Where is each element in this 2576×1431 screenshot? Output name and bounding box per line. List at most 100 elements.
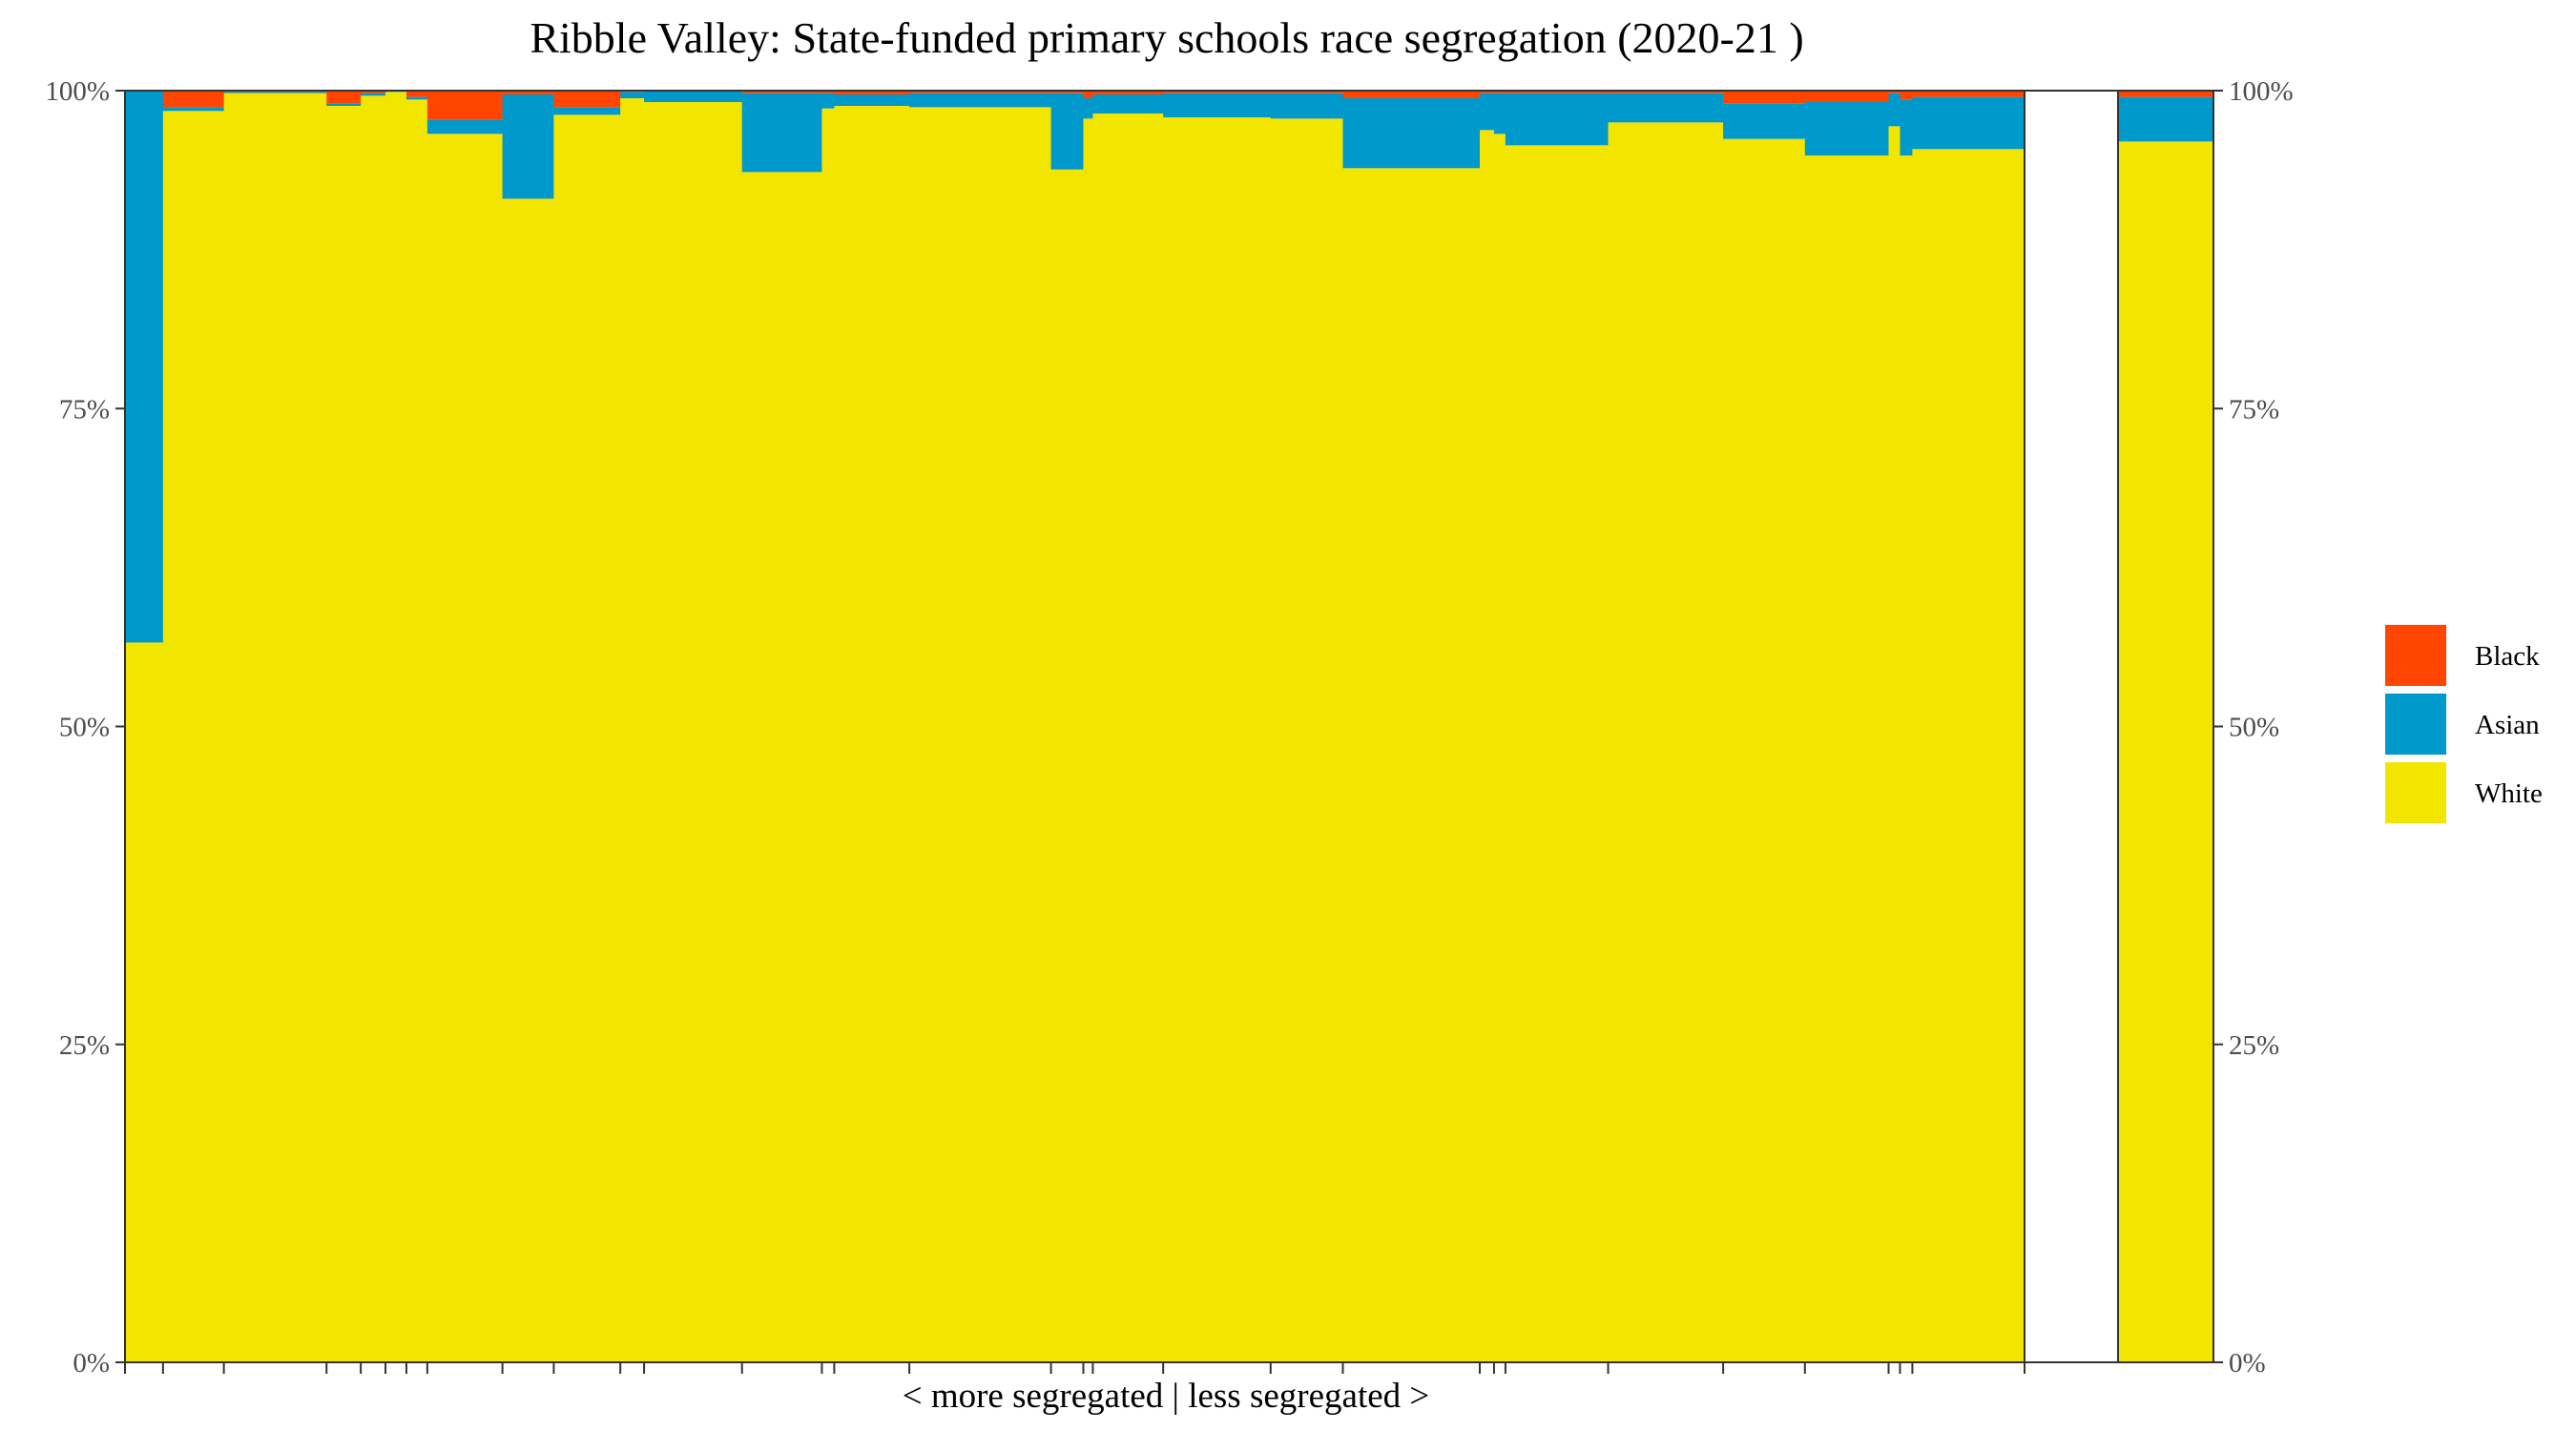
bar-white-school-10	[553, 114, 621, 1363]
bar-white-school-8	[426, 134, 504, 1362]
y-tick-label-left-100: 100%	[45, 76, 110, 107]
legend-swatch-white	[2385, 762, 2446, 823]
bar-white-school-9	[502, 198, 555, 1362]
bar-black-school-30	[1900, 91, 1914, 100]
y-tick-label-right-75: 75%	[2229, 394, 2279, 425]
bar-white-school-11	[620, 98, 645, 1362]
legend-label-black: Black	[2475, 641, 2540, 672]
bar-black-school-16	[909, 91, 1052, 93]
bar-white-school-22	[1342, 168, 1481, 1362]
bar-white-school-2	[162, 111, 225, 1363]
bar-asian-school-4	[326, 103, 362, 106]
bar-white-school-23	[1480, 130, 1495, 1362]
bar-black-school-27	[1723, 91, 1806, 104]
legend: Black Asian White	[2385, 625, 2543, 823]
y-tick-label-right-100: 100%	[2229, 76, 2294, 107]
legend-label-white: White	[2475, 778, 2543, 809]
bar-asian-school-20	[1163, 93, 1272, 117]
y-tick-label-left-50: 50%	[59, 713, 110, 743]
total-bar-asian	[2118, 96, 2213, 142]
bar-asian-school-30	[1900, 99, 1914, 156]
bar-white-school-7	[405, 99, 428, 1363]
bar-white-school-16	[909, 107, 1052, 1363]
bar-white-school-12	[644, 102, 743, 1362]
bar-asian-school-11	[620, 92, 645, 98]
bar-black-school-25	[1505, 91, 1610, 93]
bar-asian-school-9	[502, 94, 555, 199]
bar-asian-school-24	[1493, 93, 1506, 135]
bar-black-school-21	[1270, 91, 1344, 93]
bar-black-school-28	[1804, 91, 1890, 102]
legend-swatch-black	[2385, 625, 2446, 686]
bar-asian-school-26	[1608, 93, 1724, 123]
bar-white-school-28	[1804, 155, 1890, 1363]
bar-black-school-26	[1608, 91, 1724, 93]
bar-asian-school-10	[553, 107, 621, 115]
chart-title: Ribble Valley: State-funded primary scho…	[530, 13, 1803, 62]
total-bar-white	[2118, 141, 2213, 1362]
legend-swatch-asian	[2385, 694, 2446, 755]
bar-black-school-2	[162, 91, 225, 108]
bar-asian-school-22	[1342, 98, 1481, 169]
bar-black-school-4	[326, 91, 362, 104]
bar-asian-school-15	[834, 94, 910, 106]
bar-black-school-10	[553, 91, 621, 108]
bar-black-school-13	[741, 91, 823, 93]
bar-asian-school-16	[909, 93, 1052, 108]
bar-white-school-20	[1163, 116, 1272, 1363]
bar-asian-school-13	[741, 93, 823, 173]
y-tick-label-right-50: 50%	[2229, 713, 2279, 743]
bar-asian-school-21	[1270, 93, 1344, 119]
y-axis-right: 0% 25% 50% 75% 100%	[2213, 76, 2294, 1379]
bar-asian-school-17	[1050, 93, 1085, 170]
bar-black-school-22	[1342, 91, 1481, 98]
bar-black-school-15	[834, 91, 910, 94]
bar-white-school-13	[741, 172, 823, 1362]
y-tick-label-right-0: 0%	[2229, 1348, 2266, 1379]
bar-black-school-18	[1083, 91, 1094, 98]
x-axis-label: < more segregated | less segregated >	[903, 1377, 1430, 1416]
bar-white-school-4	[326, 106, 362, 1362]
bar-white-school-17	[1050, 169, 1085, 1362]
bar-white-school-27	[1723, 138, 1806, 1362]
bar-asian-school-5	[361, 93, 386, 96]
bar-black-school-14	[821, 91, 835, 93]
bar-asian-school-31	[1912, 96, 2025, 150]
bar-white-school-31	[1912, 149, 2025, 1362]
bar-white-school-3	[223, 93, 327, 1362]
gap-panel-frame	[2024, 90, 2119, 1363]
bar-white-school-26	[1608, 122, 1724, 1363]
x-axis-ticks	[124, 1362, 2025, 1374]
bar-white-school-14	[821, 108, 835, 1362]
y-tick-label-right-25: 25%	[2229, 1030, 2279, 1061]
bar-white-school-1	[125, 642, 164, 1362]
y-tick-label-left-25: 25%	[59, 1030, 110, 1061]
bar-asian-school-25	[1505, 93, 1610, 146]
bar-asian-school-23	[1480, 93, 1495, 131]
plot-area	[125, 91, 2025, 1363]
bar-white-school-18	[1083, 118, 1094, 1363]
bar-black-school-8	[426, 91, 504, 120]
bar-white-school-5	[361, 95, 386, 1363]
bar-black-school-31	[1912, 91, 2025, 97]
bar-black-school-19	[1092, 91, 1164, 94]
bar-asian-school-12	[644, 91, 743, 102]
bar-black-school-5	[361, 91, 386, 93]
bar-asian-school-8	[426, 119, 504, 135]
bar-black-school-24	[1493, 91, 1506, 93]
bar-black-school-23	[1480, 91, 1495, 93]
bar-black-school-20	[1163, 91, 1272, 93]
bar-asian-school-14	[821, 93, 835, 109]
bar-white-school-25	[1505, 145, 1610, 1362]
bar-asian-school-3	[223, 92, 327, 93]
bar-white-school-24	[1493, 134, 1506, 1362]
bar-black-school-9	[502, 91, 555, 94]
bar-black-school-7	[405, 91, 428, 97]
total-bar-black	[2118, 91, 2213, 97]
bar-white-school-30	[1900, 155, 1914, 1363]
bar-black-school-29	[1888, 91, 1901, 93]
legend-label-asian: Asian	[2475, 710, 2540, 740]
bar-black-school-17	[1050, 91, 1085, 93]
bar-asian-school-2	[162, 107, 225, 112]
